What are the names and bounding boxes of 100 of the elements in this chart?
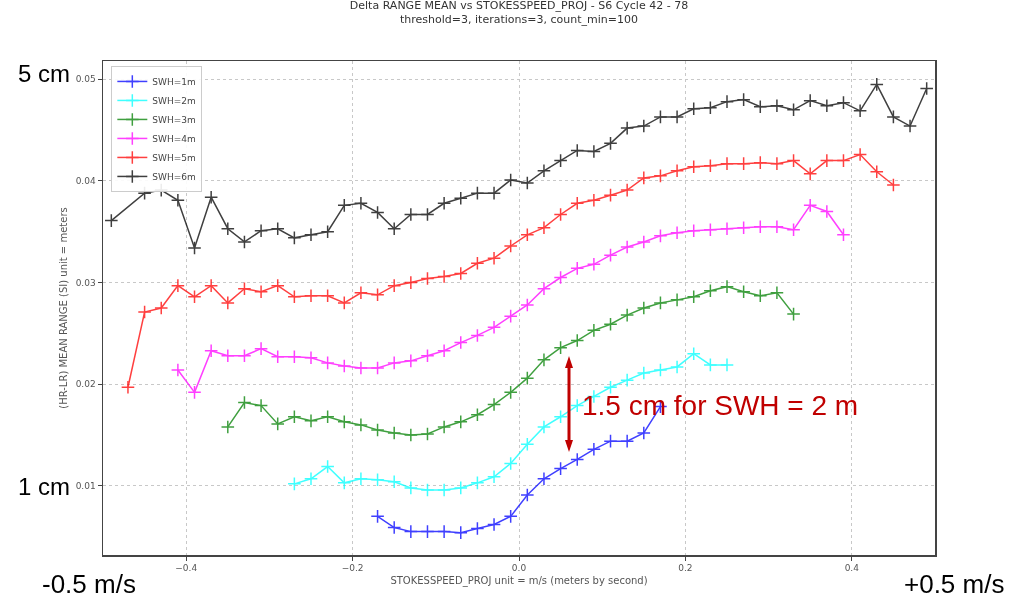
point: [320, 355, 335, 370]
point: [703, 283, 718, 298]
point: [470, 521, 485, 536]
point: [353, 471, 368, 486]
point: [686, 289, 701, 304]
point: [503, 172, 518, 187]
point: [453, 414, 468, 429]
point: [170, 278, 185, 293]
point: [803, 166, 818, 181]
point: [819, 98, 834, 113]
point: [403, 275, 418, 290]
point: [187, 385, 202, 400]
point: [819, 204, 834, 219]
point: [220, 348, 235, 363]
y-tick-label: 0.03: [75, 277, 96, 288]
point: [387, 425, 402, 441]
point: [353, 285, 368, 300]
point: [303, 227, 319, 242]
point: [703, 100, 718, 115]
point: [653, 228, 668, 243]
point: [736, 156, 751, 171]
point: [337, 295, 352, 310]
point: [353, 417, 368, 432]
y-tick-label: 0.04: [75, 176, 96, 187]
point: [703, 357, 718, 372]
legend-label: SWH=4m: [152, 133, 196, 144]
point: [636, 425, 651, 441]
x-tick-label: 0.0: [511, 563, 527, 574]
point: [486, 320, 502, 335]
point: [387, 221, 402, 236]
text: +0.5 m/s: [904, 569, 1005, 599]
point: [287, 409, 302, 424]
point: [370, 472, 385, 487]
point: [337, 414, 352, 429]
point: [303, 350, 319, 365]
point: [520, 487, 535, 503]
point: [420, 348, 435, 363]
point: [403, 428, 418, 443]
point: [270, 416, 285, 431]
point: [769, 156, 784, 171]
point: [287, 476, 302, 491]
point: [636, 119, 651, 134]
point: [553, 207, 568, 222]
point: [586, 257, 601, 272]
point: [187, 240, 202, 256]
point: [220, 221, 235, 236]
point: [453, 480, 468, 495]
point: [237, 281, 252, 296]
point: [719, 221, 735, 236]
point: [553, 340, 568, 355]
point: [337, 475, 352, 490]
point: [370, 360, 385, 376]
point: [686, 159, 701, 174]
text: 5 cm: [18, 60, 71, 87]
point: [287, 289, 302, 304]
point: [403, 524, 418, 539]
point: [719, 357, 735, 372]
point: [204, 278, 219, 293]
y-tick-label: 0.05: [75, 74, 96, 85]
point: [503, 509, 518, 524]
point: [670, 163, 685, 178]
legend-label: SWH=6m: [152, 171, 196, 182]
chart-title: Delta RANGE MEAN vs STOKESSPEED_PROJ - S6 Cycle 42 - 78: [349, 0, 689, 13]
point: [836, 153, 851, 168]
point: [486, 397, 502, 412]
point: [387, 355, 402, 370]
point: [886, 177, 901, 193]
point: [420, 524, 435, 539]
y-axis-title: (HR-LR) MEAN RANGE (SI) unit = meters: [57, 207, 69, 409]
point: [370, 509, 385, 524]
point: [586, 442, 601, 457]
point: [220, 295, 235, 310]
legend-label: SWH=5m: [152, 152, 196, 163]
point: [470, 186, 485, 201]
point: [204, 190, 219, 205]
point: [403, 353, 418, 368]
point: [869, 77, 884, 92]
point: [553, 409, 568, 424]
point: [320, 409, 335, 424]
point: [237, 348, 252, 363]
point: [586, 193, 601, 208]
point: [104, 213, 119, 228]
point: [254, 223, 269, 238]
point: [636, 300, 651, 316]
point: [403, 480, 418, 495]
point: [520, 437, 535, 452]
point: [570, 196, 585, 211]
point: [270, 349, 285, 364]
point: [769, 98, 784, 113]
point: [137, 305, 152, 320]
point: [570, 452, 585, 467]
point: [620, 239, 635, 255]
point: [287, 230, 302, 245]
point: [719, 94, 735, 109]
x-tick-label: −0.4: [175, 563, 198, 574]
point: [853, 147, 868, 162]
point: [686, 101, 701, 116]
point: [536, 352, 552, 367]
point: [170, 362, 185, 378]
point: [337, 198, 352, 213]
